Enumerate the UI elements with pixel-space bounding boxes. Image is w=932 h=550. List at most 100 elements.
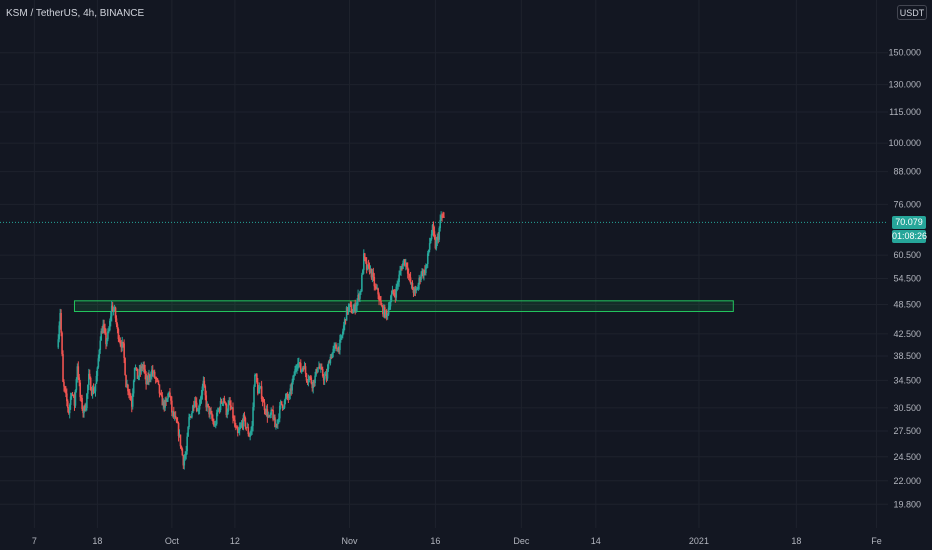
candle <box>254 373 256 387</box>
candle <box>289 384 292 400</box>
candle <box>191 410 193 419</box>
candle <box>285 392 288 400</box>
candle <box>131 388 134 410</box>
candle <box>332 345 335 358</box>
candle <box>286 391 289 401</box>
candle <box>155 376 158 383</box>
candle <box>265 405 268 417</box>
candle <box>198 399 201 415</box>
candle <box>200 389 203 404</box>
candle <box>415 286 418 294</box>
candle <box>408 273 411 282</box>
candle <box>210 406 212 415</box>
symbol-title: KSM / TetherUS, 4h, BINANCE <box>6 8 145 19</box>
candle <box>71 391 74 396</box>
candle <box>203 377 206 388</box>
candle <box>284 393 287 405</box>
candle <box>228 397 230 406</box>
candle <box>177 421 180 442</box>
candle <box>202 376 205 391</box>
candle <box>179 434 182 449</box>
candle <box>81 394 83 411</box>
candle <box>431 223 434 236</box>
candle <box>250 426 252 436</box>
candle <box>153 369 156 379</box>
candle <box>248 432 251 438</box>
support-zone[interactable] <box>73 300 734 312</box>
candle <box>214 420 217 429</box>
candle <box>97 354 100 369</box>
candle <box>109 318 111 332</box>
candle <box>109 310 112 327</box>
candle <box>422 268 424 279</box>
candle <box>357 289 359 306</box>
candle <box>181 447 184 456</box>
candle <box>85 402 87 412</box>
candle <box>336 348 338 352</box>
candle <box>301 366 304 372</box>
candle <box>420 271 422 283</box>
candle <box>418 274 420 290</box>
candle <box>354 299 356 315</box>
candle <box>184 451 187 461</box>
candle <box>190 415 192 418</box>
candle <box>185 445 187 460</box>
candle <box>141 363 144 371</box>
candle <box>134 364 137 371</box>
candle <box>100 328 103 341</box>
candle <box>366 264 369 271</box>
candle <box>65 386 67 398</box>
candle <box>104 323 106 335</box>
candle <box>70 392 73 400</box>
candle <box>282 406 285 411</box>
candle <box>246 422 249 429</box>
candle <box>405 262 408 270</box>
candle <box>234 415 236 428</box>
candle <box>287 393 290 403</box>
y-tick-label: 150.000 <box>888 48 921 58</box>
candle <box>330 354 333 360</box>
candle <box>113 304 116 311</box>
candle <box>196 407 199 412</box>
currency-button[interactable]: USDT <box>897 5 927 20</box>
candle <box>223 395 226 404</box>
candle <box>241 418 244 430</box>
candle <box>115 315 118 328</box>
candle <box>174 411 177 420</box>
candle <box>304 363 307 378</box>
y-tick-label: 60.500 <box>893 250 921 260</box>
candle <box>178 429 181 438</box>
candle <box>280 401 283 406</box>
candle <box>222 397 225 407</box>
candle <box>427 249 430 257</box>
candle <box>270 407 272 418</box>
candle <box>145 371 147 390</box>
candle <box>320 363 322 373</box>
candle <box>176 417 179 424</box>
candle <box>382 305 384 317</box>
candle <box>166 398 168 403</box>
candle <box>157 380 160 386</box>
candle <box>278 413 280 424</box>
candle <box>312 379 314 394</box>
candle <box>112 306 115 316</box>
candle <box>80 394 82 402</box>
candle <box>197 405 200 415</box>
candle <box>259 385 262 389</box>
candle <box>126 379 128 389</box>
candle <box>193 397 196 409</box>
candle <box>266 404 269 423</box>
candle <box>188 413 190 430</box>
candle <box>140 362 143 375</box>
candle <box>310 375 313 385</box>
candle <box>378 292 380 306</box>
candle <box>338 346 340 354</box>
x-tick-label: 16 <box>430 536 440 546</box>
candle <box>199 396 202 406</box>
candle <box>376 284 378 290</box>
candle <box>307 374 310 387</box>
candle <box>168 391 170 398</box>
candle <box>263 399 266 415</box>
candle <box>409 271 412 285</box>
